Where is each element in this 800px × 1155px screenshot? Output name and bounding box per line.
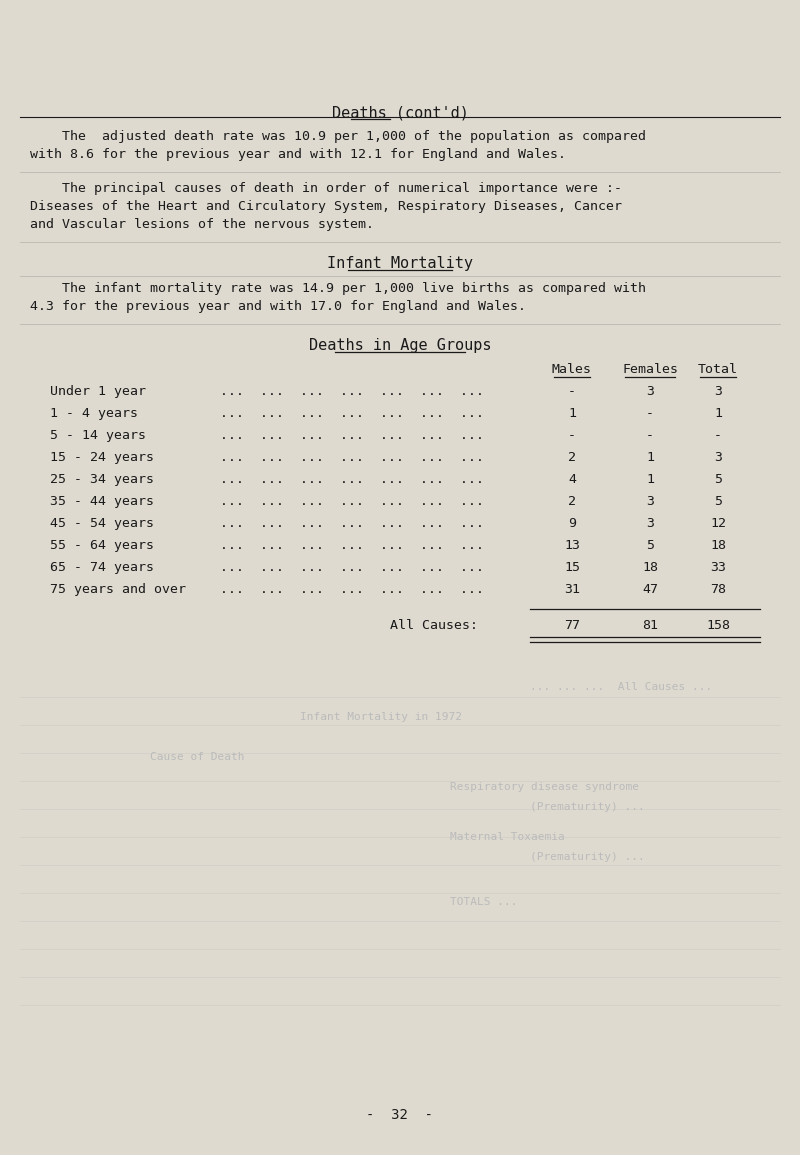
Text: 81: 81 <box>642 619 658 632</box>
Text: 65 - 74 years: 65 - 74 years <box>50 561 154 574</box>
Text: 5: 5 <box>714 474 722 486</box>
Text: 3: 3 <box>646 517 654 530</box>
Text: Maternal Toxaemia: Maternal Toxaemia <box>450 832 565 842</box>
Text: 33: 33 <box>710 561 726 574</box>
Text: 2: 2 <box>568 495 576 508</box>
Text: ...  ...  ...  ...  ...  ...  ...: ... ... ... ... ... ... ... <box>220 495 484 508</box>
Text: 15 - 24 years: 15 - 24 years <box>50 450 154 464</box>
Text: 1: 1 <box>646 450 654 464</box>
Text: -: - <box>646 407 654 420</box>
Text: 25 - 34 years: 25 - 34 years <box>50 474 154 486</box>
Text: (Prematurity) ...: (Prematurity) ... <box>530 852 645 862</box>
Text: ...  ...  ...  ...  ...  ...  ...: ... ... ... ... ... ... ... <box>220 429 484 442</box>
Text: 15: 15 <box>564 561 580 574</box>
Text: 2: 2 <box>568 450 576 464</box>
Text: The  adjusted death rate was 10.9 per 1,000 of the population as compared: The adjusted death rate was 10.9 per 1,0… <box>30 131 646 143</box>
Text: -: - <box>568 385 576 398</box>
Text: -  32  -: - 32 - <box>366 1108 434 1122</box>
Text: Deaths (cont'd): Deaths (cont'd) <box>331 105 469 120</box>
Text: 47: 47 <box>642 583 658 596</box>
Text: ...  ...  ...  ...  ...  ...  ...: ... ... ... ... ... ... ... <box>220 407 484 420</box>
Text: Respiratory disease syndrome: Respiratory disease syndrome <box>450 782 639 792</box>
Text: The infant mortality rate was 14.9 per 1,000 live births as compared with: The infant mortality rate was 14.9 per 1… <box>30 282 646 295</box>
Text: All Causes:: All Causes: <box>390 619 478 632</box>
Text: 3: 3 <box>646 495 654 508</box>
Text: 4.3 for the previous year and with 17.0 for England and Wales.: 4.3 for the previous year and with 17.0 … <box>30 300 526 313</box>
Text: ...  ...  ...  ...  ...  ...  ...: ... ... ... ... ... ... ... <box>220 517 484 530</box>
Text: 1: 1 <box>714 407 722 420</box>
Text: (Prematurity) ...: (Prematurity) ... <box>530 802 645 812</box>
Text: Under 1 year: Under 1 year <box>50 385 146 398</box>
Text: Total: Total <box>698 363 738 377</box>
Text: 3: 3 <box>646 385 654 398</box>
Text: 158: 158 <box>706 619 730 632</box>
Text: 5: 5 <box>714 495 722 508</box>
Text: 1: 1 <box>646 474 654 486</box>
Text: -: - <box>714 429 722 442</box>
Text: with 8.6 for the previous year and with 12.1 for England and Wales.: with 8.6 for the previous year and with … <box>30 148 566 161</box>
Text: 31: 31 <box>564 583 580 596</box>
Text: ...  ...  ...  ...  ...  ...  ...: ... ... ... ... ... ... ... <box>220 539 484 552</box>
Text: 77: 77 <box>564 619 580 632</box>
Text: 9: 9 <box>568 517 576 530</box>
Text: 75 years and over: 75 years and over <box>50 583 186 596</box>
Text: Females: Females <box>622 363 678 377</box>
Text: Deaths in Age Groups: Deaths in Age Groups <box>309 338 491 353</box>
Text: 18: 18 <box>710 539 726 552</box>
Text: ...  ...  ...  ...  ...  ...  ...: ... ... ... ... ... ... ... <box>220 561 484 574</box>
Text: Cause of Death: Cause of Death <box>150 752 245 762</box>
Text: 4: 4 <box>568 474 576 486</box>
Text: ...  ...  ...  ...  ...  ...  ...: ... ... ... ... ... ... ... <box>220 385 484 398</box>
Text: and Vascular lesions of the nervous system.: and Vascular lesions of the nervous syst… <box>30 218 374 231</box>
Text: ... ... ...  All Causes ...: ... ... ... All Causes ... <box>530 681 712 692</box>
Text: 45 - 54 years: 45 - 54 years <box>50 517 154 530</box>
Text: 3: 3 <box>714 385 722 398</box>
Text: 5: 5 <box>646 539 654 552</box>
Text: Males: Males <box>552 363 592 377</box>
Text: ...  ...  ...  ...  ...  ...  ...: ... ... ... ... ... ... ... <box>220 474 484 486</box>
Text: 1 - 4 years: 1 - 4 years <box>50 407 138 420</box>
Text: 12: 12 <box>710 517 726 530</box>
Text: 55 - 64 years: 55 - 64 years <box>50 539 154 552</box>
Text: ...  ...  ...  ...  ...  ...  ...: ... ... ... ... ... ... ... <box>220 583 484 596</box>
Text: -: - <box>568 429 576 442</box>
Text: 3: 3 <box>714 450 722 464</box>
Text: Infant Mortality in 1972: Infant Mortality in 1972 <box>300 711 462 722</box>
Text: ...  ...  ...  ...  ...  ...  ...: ... ... ... ... ... ... ... <box>220 450 484 464</box>
Text: 35 - 44 years: 35 - 44 years <box>50 495 154 508</box>
Text: Infant Mortality: Infant Mortality <box>327 256 473 271</box>
Text: TOTALS ...: TOTALS ... <box>450 897 518 907</box>
Text: 1: 1 <box>568 407 576 420</box>
Text: Diseases of the Heart and Circulatory System, Respiratory Diseases, Cancer: Diseases of the Heart and Circulatory Sy… <box>30 200 622 213</box>
Text: 5 - 14 years: 5 - 14 years <box>50 429 146 442</box>
Text: The principal causes of death in order of numerical importance were :-: The principal causes of death in order o… <box>30 182 622 195</box>
Text: 78: 78 <box>710 583 726 596</box>
Text: 13: 13 <box>564 539 580 552</box>
Text: 18: 18 <box>642 561 658 574</box>
Text: -: - <box>646 429 654 442</box>
